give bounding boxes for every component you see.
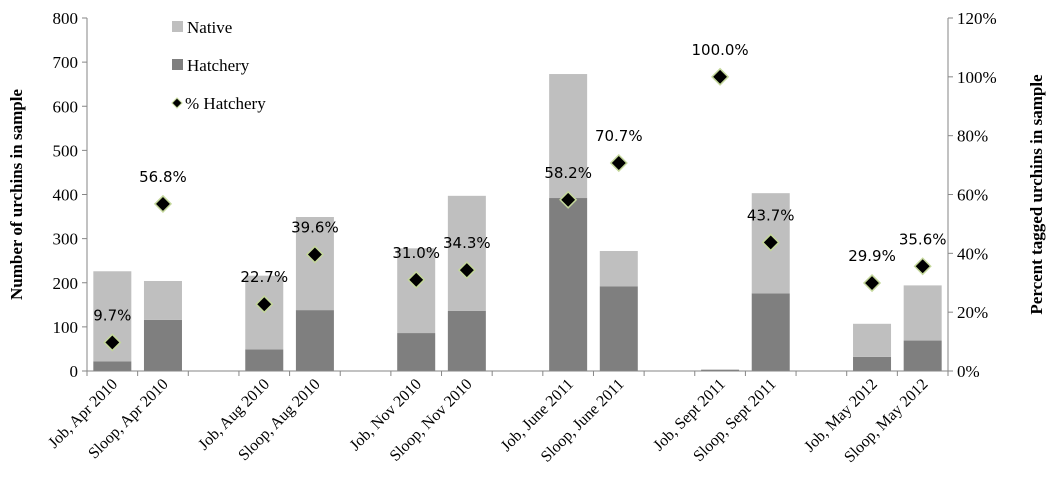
bar-native [397, 248, 436, 334]
pct-hatchery-label: 31.0% [392, 244, 440, 262]
bar-hatchery [397, 333, 436, 371]
y-tick-label: 0 [70, 362, 79, 381]
y-tick-label: 600 [53, 97, 79, 116]
y-tick-label: 500 [53, 141, 79, 160]
bar-native [853, 323, 892, 357]
y-axis-title: Number of urchins in sample [7, 89, 26, 300]
pct-hatchery-label: 56.8% [139, 168, 187, 186]
bar-native [447, 195, 486, 311]
pct-hatchery-label: 100.0% [691, 41, 748, 59]
bar-native [599, 250, 638, 287]
bar-hatchery [853, 356, 892, 371]
pct-hatchery-label: 58.2% [544, 164, 592, 182]
legend-label: % Hatchery [185, 94, 266, 113]
y-tick-label: 100 [53, 318, 79, 337]
pct-hatchery-marker [761, 233, 780, 252]
bar-hatchery [245, 349, 284, 371]
pct-hatchery-label: 9.7% [93, 306, 131, 324]
pct-hatchery-label: 29.9% [848, 247, 896, 265]
bar-native [903, 285, 942, 341]
pct-hatchery-marker [711, 67, 730, 86]
pct-hatchery-marker [862, 273, 882, 293]
pct-hatchery-marker [457, 261, 476, 280]
pct-hatchery-marker [407, 270, 426, 289]
y2-tick-label: 80% [957, 127, 988, 146]
pct-hatchery-marker [153, 194, 173, 213]
pct-hatchery-marker [255, 295, 274, 314]
legend-label: Native [187, 18, 232, 37]
bar-hatchery [295, 310, 334, 371]
y2-tick-label: 20% [957, 303, 988, 322]
pct-hatchery-label: 34.3% [443, 234, 491, 252]
y-tick-label: 300 [53, 230, 79, 249]
bar-hatchery [903, 340, 942, 371]
bar-hatchery [751, 293, 790, 371]
pct-hatchery-label: 43.7% [747, 206, 795, 224]
y2-tick-label: 60% [957, 186, 988, 205]
legend-marker-pct-hatchery [171, 97, 183, 109]
bar-hatchery [143, 319, 182, 371]
y-tick-label: 400 [53, 186, 79, 205]
pct-hatchery-marker [103, 333, 122, 352]
y-tick-label: 700 [53, 53, 79, 72]
y-tick-label: 800 [53, 9, 79, 28]
bar-hatchery [701, 369, 740, 371]
y2-tick-label: 120% [957, 9, 997, 28]
bar-hatchery [549, 198, 588, 371]
legend-swatch-hatchery [172, 59, 183, 70]
pct-hatchery-marker [559, 190, 578, 209]
y2-tick-label: 40% [957, 244, 988, 263]
y-tick-label: 200 [53, 274, 79, 293]
pct-hatchery-label: 39.6% [291, 219, 339, 237]
y2-tick-label: 0% [957, 362, 980, 381]
y2-tick-label: 100% [957, 68, 997, 87]
bar-native [549, 74, 588, 199]
pct-hatchery-label: 22.7% [240, 268, 288, 286]
bar-native [143, 280, 182, 320]
pct-hatchery-marker [609, 153, 628, 173]
pct-hatchery-label: 70.7% [595, 127, 643, 145]
pct-hatchery-label: 35.6% [899, 230, 947, 248]
bar-hatchery [599, 286, 638, 371]
legend-label: Hatchery [187, 56, 250, 75]
bar-hatchery [93, 361, 132, 371]
bar-hatchery [447, 310, 486, 371]
legend-swatch-native [172, 21, 183, 32]
pct-hatchery-marker [913, 257, 932, 276]
pct-hatchery-marker [305, 245, 324, 264]
y2-axis-title: Percent tagged urchins in sample [1027, 74, 1046, 315]
